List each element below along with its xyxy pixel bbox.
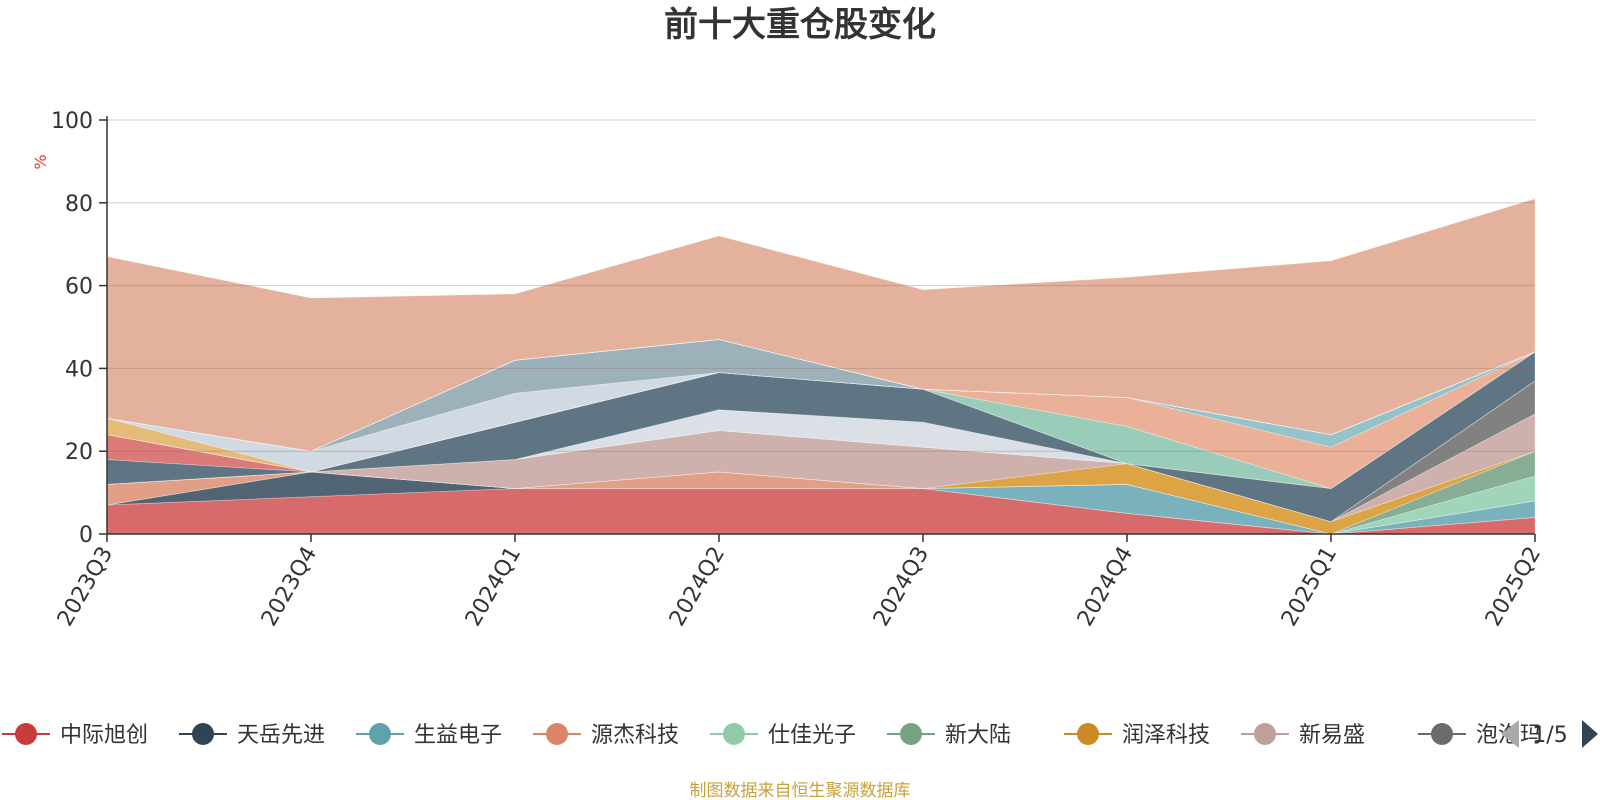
y-tick-label: 40 <box>65 357 93 382</box>
y-tick-label: 80 <box>65 192 93 217</box>
legend-circle-icon <box>723 723 745 745</box>
legend-circle-icon <box>15 723 37 745</box>
legend-item[interactable]: 润泽科技 <box>1064 723 1210 748</box>
y-axis-unit: % <box>31 154 50 169</box>
x-tick-label: 2023Q4 <box>257 543 322 631</box>
x-tick-label: 2025Q1 <box>1277 543 1342 631</box>
legend-circle-icon <box>900 723 922 745</box>
x-tick-label: 2025Q2 <box>1481 543 1546 631</box>
area-series-3[interactable] <box>106 471 1536 535</box>
legend-item[interactable]: 新易盛 <box>1241 723 1365 748</box>
legend-circle-icon <box>546 723 568 745</box>
legend-circle-icon <box>1077 723 1099 745</box>
legend-pager: 1/5 <box>1501 720 1598 748</box>
x-tick-label: 2024Q4 <box>1073 543 1138 631</box>
plot-area <box>106 198 1536 535</box>
area-series-4[interactable] <box>106 471 1536 535</box>
legend-item[interactable]: 泡泡玛 <box>1418 723 1542 748</box>
legend-circle-icon <box>192 723 214 745</box>
y-tick-label: 0 <box>79 523 93 548</box>
x-tick-label: 2024Q2 <box>665 543 730 631</box>
legend-label: 仕佳光子 <box>768 723 856 748</box>
legend-next-arrow-icon[interactable] <box>1582 720 1598 748</box>
y-tick-label: 60 <box>65 275 93 300</box>
legend-item[interactable]: 仕佳光子 <box>710 723 856 748</box>
y-tick-label: 20 <box>65 440 93 465</box>
area-series-37[interactable] <box>106 198 1536 452</box>
legend-prev-arrow-icon[interactable] <box>1501 720 1519 748</box>
legend-label: 中际旭创 <box>60 723 148 748</box>
legend-label: 源杰科技 <box>591 723 679 748</box>
legend-label: 新大陆 <box>945 723 1011 748</box>
legend-item[interactable]: 中际旭创 <box>2 723 148 748</box>
area-series-10[interactable] <box>106 351 1536 523</box>
area-series-5[interactable] <box>106 450 1536 535</box>
legend-circle-icon <box>1431 723 1453 745</box>
legend-item[interactable]: 生益电子 <box>356 723 502 748</box>
legend-item[interactable]: 新大陆 <box>887 723 1011 748</box>
legend-label: 润泽科技 <box>1122 723 1210 748</box>
x-tick-label: 2023Q3 <box>53 543 118 631</box>
legend-item[interactable]: 源杰科技 <box>533 723 679 748</box>
legend: 中际旭创 天岳先进 生益电子 源杰科技 仕佳光子 新大陆 润泽科技 新易盛 泡泡玛 <box>2 723 1542 748</box>
data-source-note: 制图数据来自恒生聚源数据库 <box>690 781 911 800</box>
legend-circle-icon <box>369 723 391 745</box>
legend-circle-icon <box>1254 723 1276 745</box>
grid-lines <box>107 119 1535 452</box>
legend-label: 天岳先进 <box>237 723 325 748</box>
x-tick-label: 2024Q1 <box>461 543 526 631</box>
legend-label: 新易盛 <box>1299 723 1365 748</box>
chart-title: 前十大重仓股变化 <box>664 5 936 45</box>
y-tick-label: 100 <box>51 109 93 134</box>
x-tick-label: 2024Q3 <box>869 543 934 631</box>
legend-label: 生益电子 <box>414 723 502 748</box>
legend-page-indicator: 1/5 <box>1532 723 1567 748</box>
legend-item[interactable]: 天岳先进 <box>179 723 325 748</box>
